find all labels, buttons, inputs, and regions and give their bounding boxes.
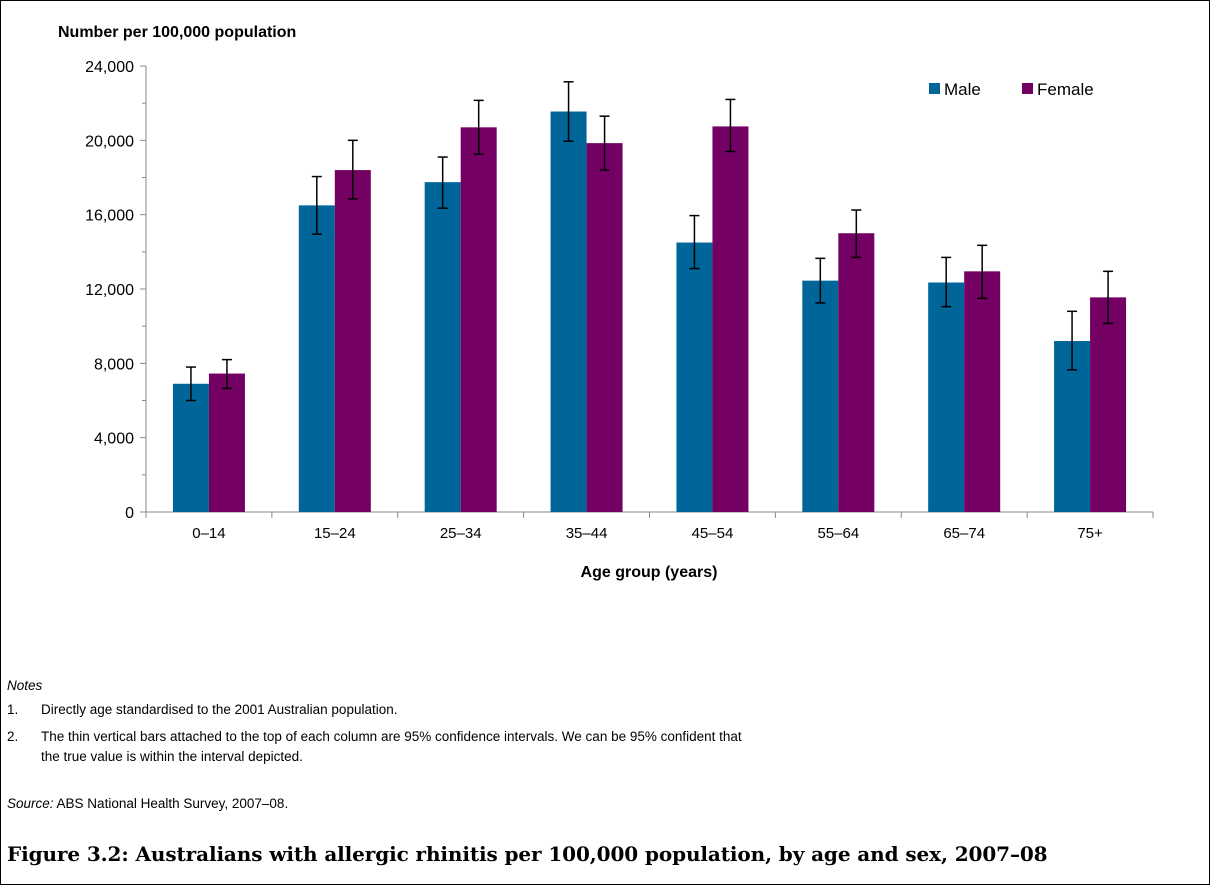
x-tick-label: 35–44	[566, 525, 608, 542]
x-axis-title: Age group (years)	[581, 564, 718, 581]
y-tick-label: 0	[125, 505, 134, 522]
bar-female-45–54	[712, 126, 749, 512]
y-tick-label: 20,000	[85, 133, 134, 150]
source-text: ABS National Health Survey, 2007–08.	[56, 796, 289, 811]
legend-swatch-male	[929, 83, 940, 94]
source-line: Source: ABS National Health Survey, 2007…	[7, 796, 288, 811]
x-tick-label: 75+	[1077, 525, 1103, 542]
x-tick-label: 45–54	[692, 525, 734, 542]
bar-male-15–24	[298, 205, 335, 512]
bar-chart: Number per 100,000 population 0 4,000 8,00…	[58, 24, 1154, 581]
bars-group	[172, 111, 1127, 513]
y-tick-label: 4,000	[94, 431, 134, 448]
legend-swatch-female	[1022, 83, 1033, 94]
notes-heading: Notes	[7, 678, 43, 693]
x-tick-label: 25–34	[440, 525, 482, 542]
bar-female-35–44	[586, 143, 623, 512]
legend-label-female: Female	[1037, 80, 1094, 99]
bar-female-55–64	[838, 233, 875, 512]
note-number: 2.	[7, 729, 19, 744]
x-tick-label: 0–14	[192, 525, 225, 542]
x-tick-label: 65–74	[943, 525, 985, 542]
x-tick-label: 15–24	[314, 525, 356, 542]
source-label: Source:	[7, 796, 54, 811]
y-tick-label: 12,000	[85, 282, 134, 299]
figure-caption: Figure 3.2: Australians with allergic rh…	[7, 842, 1048, 866]
note-text: The thin vertical bars attached to the t…	[41, 729, 742, 764]
bar-female-65–74	[964, 271, 1001, 512]
bar-male-25–34	[424, 182, 461, 513]
bar-male-65–74	[928, 282, 965, 512]
y-tick-label: 16,000	[85, 208, 134, 225]
bar-female-15–24	[334, 170, 371, 513]
note-number: 1.	[7, 702, 19, 717]
notes-section: Notes 1. Directly age standardised to th…	[7, 678, 1197, 774]
bar-female-0–14	[208, 373, 245, 512]
bar-male-55–64	[802, 280, 839, 512]
y-tick-label: 8,000	[94, 356, 134, 373]
y-axis: 0 4,000 8,000 12,000 16,000 20,000 24,000	[85, 59, 147, 522]
legend-label-male: Male	[944, 80, 981, 99]
bar-male-35–44	[550, 111, 587, 512]
bar-female-75+	[1090, 297, 1127, 512]
note-item: 2. The thin vertical bars attached to th…	[7, 727, 1197, 767]
note-item: 1. Directly age standardised to the 2001…	[7, 700, 1197, 720]
note-text: Directly age standardised to the 2001 Au…	[41, 702, 398, 717]
error-bars-group	[185, 81, 1114, 402]
y-axis-title: Number per 100,000 population	[58, 24, 296, 41]
bar-female-25–34	[460, 127, 497, 512]
x-axis: 0–14 15–24 25–34 35–44 45–54 55–64 65–74 75+	[145, 511, 1154, 542]
legend: Male Female	[929, 80, 1094, 99]
y-tick-label: 24,000	[85, 59, 134, 76]
x-tick-label: 55–64	[817, 525, 859, 542]
bar-male-45–54	[676, 242, 713, 512]
bar-male-0–14	[172, 383, 209, 512]
